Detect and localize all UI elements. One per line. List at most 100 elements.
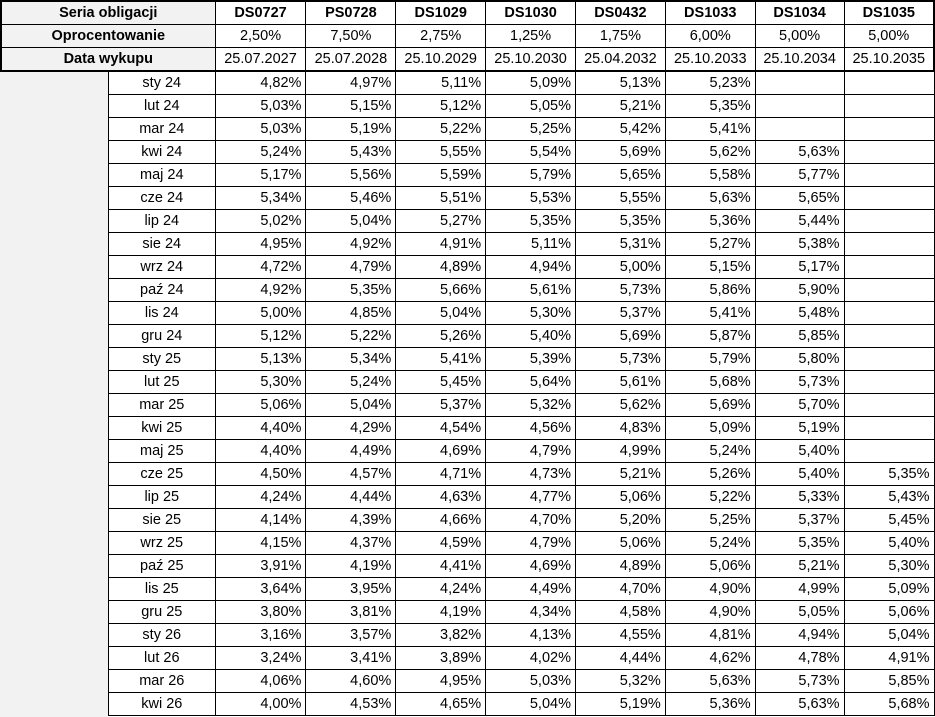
month-cell[interactable]: maj 24 (107, 163, 216, 187)
yield-cell[interactable]: 5,73% (754, 669, 845, 693)
yield-cell[interactable]: 5,73% (574, 278, 666, 302)
yield-cell[interactable]: 5,40% (485, 324, 576, 348)
yield-cell[interactable] (843, 117, 935, 141)
yield-cell[interactable]: 5,40% (754, 439, 845, 463)
yield-cell[interactable]: 5,24% (214, 140, 307, 164)
yield-cell[interactable] (843, 439, 935, 463)
yield-cell[interactable]: 5,61% (574, 370, 666, 394)
yield-cell[interactable]: 5,54% (485, 140, 576, 164)
yield-cell[interactable]: 5,69% (574, 140, 666, 164)
yield-cell[interactable]: 5,68% (843, 692, 935, 716)
yield-cell[interactable]: 4,56% (485, 416, 576, 440)
yield-cell[interactable]: 5,58% (664, 163, 756, 187)
yield-cell[interactable]: 5,37% (395, 393, 487, 417)
yield-cell[interactable]: 5,03% (214, 94, 307, 118)
yield-cell[interactable]: 5,55% (574, 186, 666, 210)
yield-cell[interactable]: 5,40% (843, 531, 935, 555)
yield-cell[interactable]: 4,29% (305, 416, 397, 440)
yield-cell[interactable]: 4,59% (395, 531, 487, 555)
yield-cell[interactable]: 5,68% (664, 370, 756, 394)
yield-cell[interactable]: 4,54% (395, 416, 487, 440)
yield-cell[interactable]: 4,58% (574, 600, 666, 624)
month-cell[interactable]: lis 24 (107, 301, 216, 325)
yield-cell[interactable]: 5,35% (485, 209, 576, 233)
yield-cell[interactable]: 5,04% (485, 692, 576, 716)
yield-cell[interactable]: 5,85% (754, 324, 845, 348)
rate-cell[interactable]: 2,75% (395, 24, 487, 48)
yield-cell[interactable]: 5,11% (395, 70, 487, 95)
yield-cell[interactable]: 4,71% (395, 462, 487, 486)
yield-cell[interactable]: 5,62% (664, 140, 756, 164)
yield-cell[interactable]: 5,24% (664, 439, 756, 463)
rate-cell[interactable]: 2,50% (214, 24, 307, 48)
yield-cell[interactable]: 3,82% (395, 623, 487, 647)
yield-cell[interactable]: 5,00% (214, 301, 307, 325)
yield-cell[interactable]: 5,04% (843, 623, 935, 647)
month-cell[interactable]: mar 26 (107, 669, 216, 693)
yield-cell[interactable]: 5,34% (214, 186, 307, 210)
yield-cell[interactable]: 4,02% (485, 646, 576, 670)
month-cell[interactable]: paź 24 (107, 278, 216, 302)
yield-cell[interactable]: 5,73% (574, 347, 666, 371)
yield-cell[interactable]: 5,43% (305, 140, 397, 164)
yield-cell[interactable]: 5,79% (664, 347, 756, 371)
yield-cell[interactable]: 4,49% (485, 577, 576, 601)
yield-cell[interactable]: 4,37% (305, 531, 397, 555)
yield-cell[interactable]: 5,79% (485, 163, 576, 187)
yield-cell[interactable] (843, 140, 935, 164)
yield-cell[interactable]: 4,70% (485, 508, 576, 532)
yield-cell[interactable]: 5,30% (485, 301, 576, 325)
yield-cell[interactable]: 5,11% (485, 232, 576, 256)
yield-cell[interactable]: 5,45% (843, 508, 935, 532)
yield-cell[interactable]: 5,42% (574, 117, 666, 141)
yield-cell[interactable]: 4,95% (214, 232, 307, 256)
yield-cell[interactable]: 5,69% (574, 324, 666, 348)
maturity-cell[interactable]: 25.10.2033 (664, 47, 756, 72)
yield-cell[interactable]: 5,24% (305, 370, 397, 394)
yield-cell[interactable]: 4,06% (214, 669, 307, 693)
yield-cell[interactable]: 5,35% (664, 94, 756, 118)
yield-cell[interactable]: 4,15% (214, 531, 307, 555)
yield-cell[interactable]: 5,63% (754, 692, 845, 716)
month-cell[interactable]: cze 25 (107, 462, 216, 486)
yield-cell[interactable]: 5,34% (305, 347, 397, 371)
yield-cell[interactable]: 4,73% (485, 462, 576, 486)
yield-cell[interactable]: 5,63% (754, 140, 845, 164)
yield-cell[interactable]: 5,05% (754, 600, 845, 624)
yield-cell[interactable]: 4,90% (664, 577, 756, 601)
yield-cell[interactable]: 5,73% (754, 370, 845, 394)
rate-cell[interactable]: 7,50% (305, 24, 397, 48)
month-cell[interactable]: maj 25 (107, 439, 216, 463)
yield-cell[interactable]: 5,19% (754, 416, 845, 440)
yield-cell[interactable]: 3,41% (305, 646, 397, 670)
yield-cell[interactable]: 5,51% (395, 186, 487, 210)
yield-cell[interactable]: 5,13% (214, 347, 307, 371)
yield-cell[interactable]: 5,38% (754, 232, 845, 256)
yield-cell[interactable]: 4,24% (214, 485, 307, 509)
yield-cell[interactable]: 5,15% (305, 94, 397, 118)
yield-cell[interactable]: 4,97% (305, 70, 397, 95)
yield-cell[interactable]: 4,72% (214, 255, 307, 279)
series-code-cell[interactable]: DS0432 (574, 0, 666, 25)
yield-cell[interactable]: 5,26% (395, 324, 487, 348)
yield-cell[interactable]: 5,06% (214, 393, 307, 417)
yield-cell[interactable]: 3,16% (214, 623, 307, 647)
yield-cell[interactable]: 4,53% (305, 692, 397, 716)
yield-cell[interactable]: 5,59% (395, 163, 487, 187)
yield-cell[interactable]: 5,23% (664, 70, 756, 95)
yield-cell[interactable]: 4,57% (305, 462, 397, 486)
yield-cell[interactable]: 5,03% (214, 117, 307, 141)
yield-cell[interactable]: 4,44% (574, 646, 666, 670)
yield-cell[interactable]: 5,35% (754, 531, 845, 555)
yield-cell[interactable]: 5,02% (214, 209, 307, 233)
yield-cell[interactable]: 5,44% (754, 209, 845, 233)
yield-cell[interactable]: 5,35% (305, 278, 397, 302)
rate-cell[interactable]: 5,00% (754, 24, 845, 48)
yield-cell[interactable] (843, 347, 935, 371)
yield-cell[interactable]: 5,41% (395, 347, 487, 371)
yield-cell[interactable]: 5,12% (395, 94, 487, 118)
yield-cell[interactable]: 5,43% (843, 485, 935, 509)
yield-cell[interactable]: 5,20% (574, 508, 666, 532)
yield-cell[interactable]: 4,41% (395, 554, 487, 578)
yield-cell[interactable]: 4,89% (574, 554, 666, 578)
